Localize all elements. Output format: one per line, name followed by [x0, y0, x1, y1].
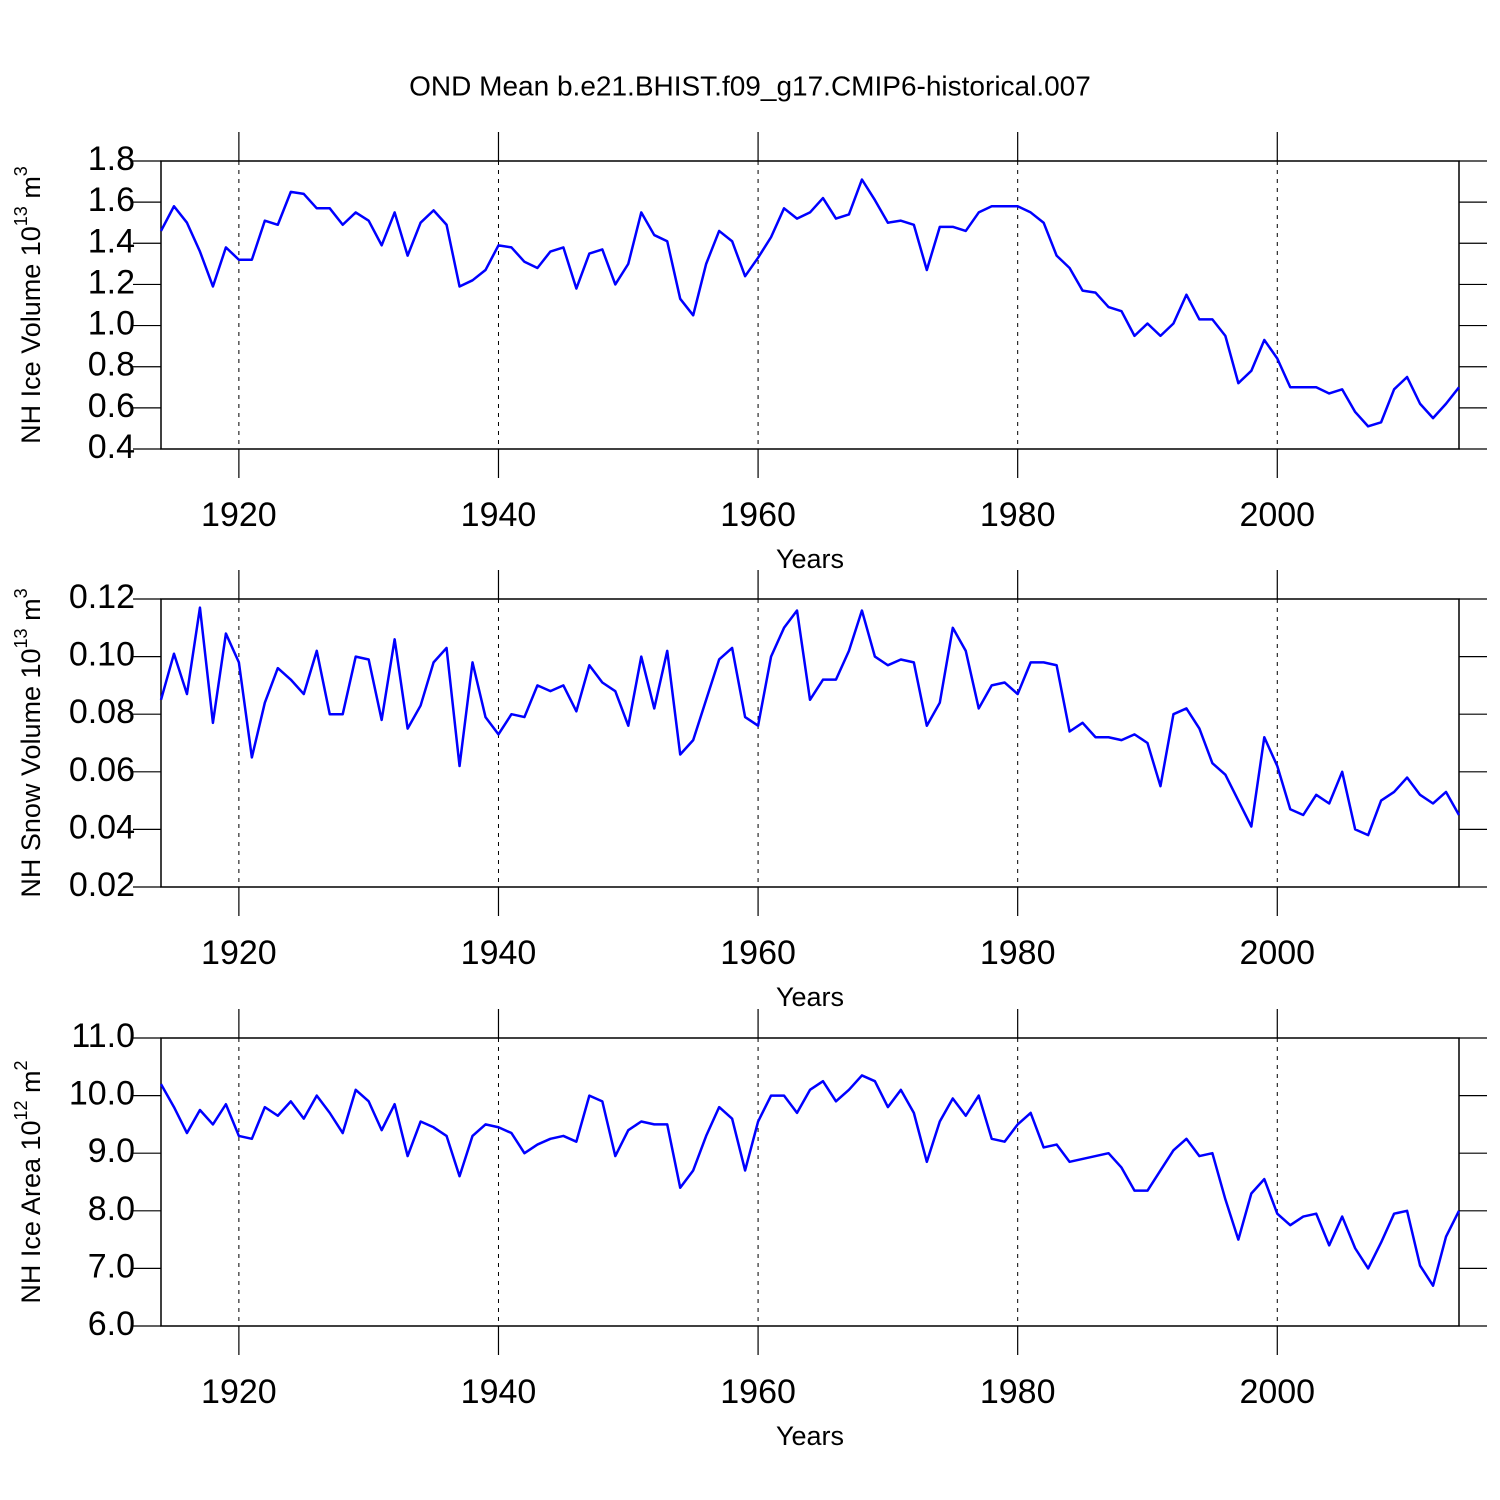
y-tick-label: 0.06	[69, 751, 135, 789]
y-tick-label: 7.0	[88, 1247, 135, 1285]
y-tick-label: 9.0	[88, 1132, 135, 1170]
x-tick-label: 1980	[980, 496, 1056, 534]
x-tick-label: 1920	[201, 496, 277, 534]
figure-title: OND Mean b.e21.BHIST.f09_g17.CMIP6-histo…	[409, 70, 1091, 101]
x-tick-label: 1940	[461, 1373, 537, 1411]
y-axis-label-exponent: 13	[11, 628, 31, 648]
x-tick-label: 1920	[201, 1373, 277, 1411]
y-axis-label-text: NH Ice Area 10	[16, 1120, 46, 1303]
plot-frame	[160, 598, 1460, 888]
y-tick-label: 1.6	[88, 181, 135, 219]
y-axis-label-text: NH Snow Volume 10	[16, 648, 46, 897]
data-line	[159, 1074, 1461, 1287]
x-tick-label: 1940	[461, 934, 537, 972]
y-tick-label: 0.04	[69, 808, 135, 846]
data-line	[159, 178, 1460, 428]
y-tick-label: 0.10	[69, 636, 135, 674]
y-tick-label: 10.0	[69, 1075, 135, 1113]
y-tick-label: 0.8	[88, 346, 135, 384]
plot-frame	[160, 1037, 1460, 1327]
y-tick-label: 1.2	[88, 263, 135, 301]
y-tick-label: 8.0	[88, 1190, 135, 1228]
x-tick-label: 1960	[720, 496, 796, 534]
x-tick-label: 1960	[720, 934, 796, 972]
x-tick-label: 1980	[980, 1373, 1056, 1411]
y-tick-label: 6.0	[88, 1305, 135, 1343]
y-axis-label-exponent: 3	[11, 166, 31, 176]
x-tick-label: 2000	[1239, 1373, 1315, 1411]
x-axis-label: Years	[776, 982, 844, 1012]
y-tick-label: 11.0	[71, 1017, 135, 1055]
y-axis-label: NH Ice Volume 1013 m3	[11, 166, 46, 444]
y-axis-label-exponent: 12	[11, 1100, 31, 1120]
y-axis-label-exponent: 3	[11, 588, 31, 598]
y-axis-label: NH Ice Area 1012 m2	[11, 1060, 46, 1303]
y-tick-label: 0.12	[69, 578, 135, 616]
y-axis-label-text: m	[16, 1070, 46, 1100]
y-tick-label: 0.08	[69, 693, 135, 731]
y-tick-label: 0.4	[88, 428, 135, 466]
x-tick-label: 1980	[980, 934, 1056, 972]
y-axis-label-text: NH Ice Volume 10	[16, 226, 46, 444]
y-tick-label: 1.0	[88, 305, 135, 343]
y-axis-label-text: m	[16, 176, 46, 206]
panel: 1920 1940 1960 1980 20000.40.60.81.01.21.41.…	[11, 132, 1487, 574]
panel: 1920 1940 1960 1980 2000 6.0 7.0 8.0 9.0 10.0 11.0…	[11, 1009, 1487, 1451]
y-tick-label: 1.4	[88, 222, 135, 260]
plot-frame	[160, 160, 1460, 450]
data-line	[159, 606, 1461, 837]
x-tick-label: 1940	[461, 496, 537, 534]
x-tick-label: 1960	[720, 1373, 796, 1411]
y-tick-label: 1.8	[88, 140, 135, 178]
y-tick-label: 0.02	[69, 866, 135, 904]
y-axis-label-text: m	[16, 598, 46, 628]
y-axis-label-exponent: 2	[11, 1060, 31, 1070]
x-tick-label: 2000	[1239, 934, 1315, 972]
y-axis-label-exponent: 13	[11, 206, 31, 226]
y-tick-label: 0.6	[88, 387, 135, 425]
panel: 1920 1940 1960 1980 2000 0.02 0.04 0.06 0.08 0.10…	[11, 570, 1487, 1012]
x-axis-label: Years	[776, 1421, 844, 1451]
y-axis-label: NH Snow Volume 1013 m3	[11, 588, 46, 897]
x-tick-label: 1920	[201, 934, 277, 972]
x-tick-label: 2000	[1239, 496, 1315, 534]
x-axis-label: Years	[776, 544, 844, 574]
